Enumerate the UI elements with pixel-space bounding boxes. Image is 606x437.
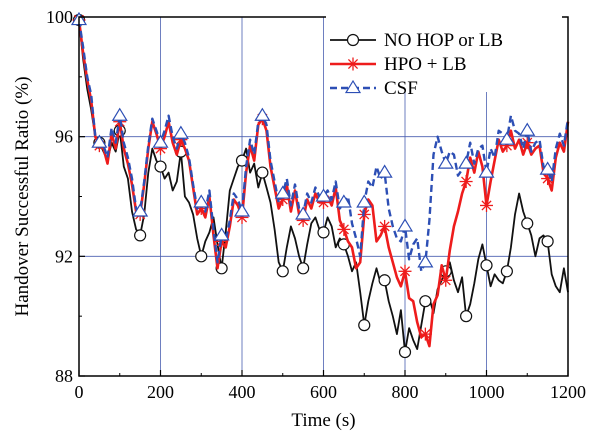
legend-marker xyxy=(346,33,360,47)
series-marker xyxy=(378,219,392,233)
series-marker xyxy=(195,250,208,263)
star-marker-stroke xyxy=(420,329,431,340)
series-marker xyxy=(152,134,169,148)
series-marker xyxy=(193,194,210,208)
series-marker xyxy=(295,206,312,220)
series-marker xyxy=(418,327,432,341)
star-marker-stroke xyxy=(347,58,359,70)
series-marker xyxy=(500,265,513,278)
y-tick-label: 92 xyxy=(55,246,73,266)
legend-label: CSF xyxy=(384,78,418,99)
series-marker xyxy=(460,310,473,323)
series-marker xyxy=(274,185,291,199)
legend-label: HPO + LB xyxy=(384,54,467,75)
series-marker xyxy=(396,218,414,232)
series-marker xyxy=(378,274,391,287)
series-marker xyxy=(439,273,453,287)
legend: NO HOP or LB HPO + LB CSF xyxy=(326,14,562,99)
star-marker-stroke xyxy=(338,224,349,235)
y-axis-title: Handover Successful Ratio (%) xyxy=(12,76,33,316)
legend-background xyxy=(326,14,562,92)
y-tick-label: 88 xyxy=(55,366,73,386)
legend-marker xyxy=(344,79,362,94)
series-marker xyxy=(417,254,434,268)
x-tick-label: 0 xyxy=(75,382,84,402)
series-marker xyxy=(132,203,149,217)
y-tick-label: 100 xyxy=(46,7,73,27)
x-tick-label: 600 xyxy=(310,382,337,402)
series-marker xyxy=(356,194,373,208)
series-marker xyxy=(419,295,432,308)
series-marker xyxy=(480,198,493,212)
star-marker-stroke xyxy=(461,176,472,187)
legend-label: NO HOP or LB xyxy=(384,30,503,51)
x-tick-label: 400 xyxy=(229,382,256,402)
series-marker xyxy=(541,235,554,248)
x-tick-label: 1000 xyxy=(469,382,505,402)
series-marker xyxy=(213,227,230,241)
series-marker xyxy=(317,226,330,239)
y-tick-label: 96 xyxy=(55,127,73,147)
series-marker xyxy=(111,107,128,121)
x-tick-label: 1200 xyxy=(550,382,586,402)
series-marker xyxy=(398,264,412,278)
series-marker xyxy=(398,345,412,359)
star-marker-stroke xyxy=(399,266,411,277)
axis-ticks: 0 200 400 600 800 1000 1200 88 92 96 100 xyxy=(46,7,586,402)
series-marker xyxy=(335,194,352,208)
series-marker xyxy=(458,155,475,169)
series-marker xyxy=(154,160,167,173)
series-marker xyxy=(254,107,271,121)
x-tick-label: 800 xyxy=(392,382,419,402)
series-marker xyxy=(337,222,351,236)
star-marker-stroke xyxy=(440,275,451,286)
series-marker xyxy=(478,164,495,178)
legend-marker xyxy=(346,57,360,71)
series-marker xyxy=(459,175,473,189)
series-marker xyxy=(297,262,310,275)
series-marker xyxy=(91,134,108,148)
x-axis-title: Time (s) xyxy=(291,410,355,431)
star-marker-stroke xyxy=(481,200,492,211)
series-marker xyxy=(315,188,332,202)
x-tick-label: 200 xyxy=(147,382,174,402)
series-marker xyxy=(256,166,269,179)
series-marker xyxy=(172,125,189,139)
series-marker xyxy=(317,195,330,209)
series-marker xyxy=(358,319,371,332)
star-marker-stroke xyxy=(379,221,390,232)
series-marker xyxy=(539,161,556,175)
series-marker xyxy=(437,155,454,169)
series-marker xyxy=(376,164,393,178)
series-marker xyxy=(498,131,515,145)
series-marker xyxy=(521,217,534,230)
series-marker xyxy=(519,122,536,136)
series-marker xyxy=(276,265,289,278)
series-marker xyxy=(233,203,251,217)
series-marker xyxy=(480,259,493,272)
series-marker xyxy=(134,229,147,242)
